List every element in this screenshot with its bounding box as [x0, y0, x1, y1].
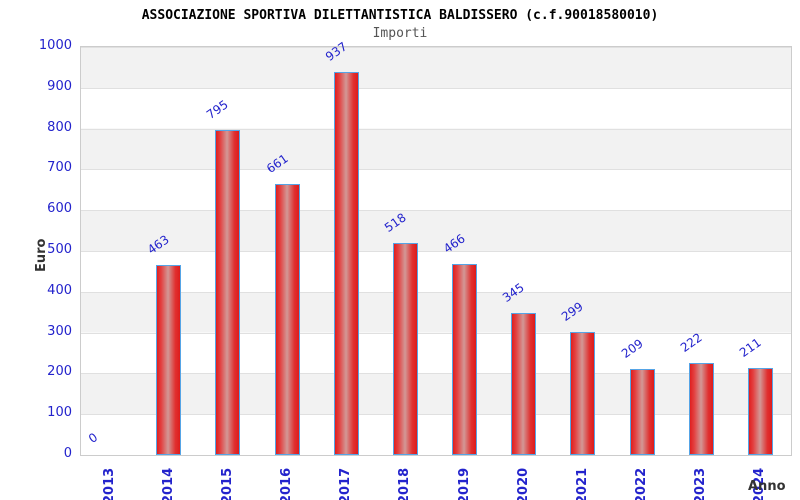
chart-title: ASSOCIAZIONE SPORTIVA DILETTANTISTICA BA…: [141, 8, 659, 23]
y-tick-label: 300: [47, 323, 72, 339]
gridline: [81, 373, 791, 375]
y-axis-title: Euro: [34, 238, 49, 272]
x-tick-label: 2023: [693, 467, 709, 500]
chart-subtitle: Importi: [372, 26, 428, 41]
bar-2024: [747, 368, 773, 455]
bar-2019: [452, 264, 478, 455]
y-tick-label: 1000: [38, 38, 72, 53]
y-tick-label: 900: [47, 78, 72, 94]
gridline: [81, 210, 791, 212]
bar-2014: [156, 265, 182, 455]
x-tick-label: 2018: [397, 467, 413, 500]
plot-area: [80, 46, 792, 456]
bar-2020: [511, 313, 537, 455]
bar-2021: [570, 332, 596, 455]
y-tick-label: 200: [47, 364, 72, 380]
x-tick-label: 2016: [279, 467, 295, 500]
x-tick-label: 2019: [456, 467, 472, 500]
y-tick-label: 800: [47, 119, 72, 135]
gridline: [81, 87, 791, 89]
x-axis-title: Anno: [748, 479, 786, 494]
bar-2017: [333, 72, 359, 455]
x-tick-label: 2021: [574, 467, 590, 500]
gridline: [81, 169, 791, 171]
gridline: [81, 414, 791, 416]
x-tick-label: 2014: [160, 467, 176, 500]
gridline: [81, 128, 791, 130]
bar-2015: [215, 130, 241, 455]
bar-2018: [392, 243, 418, 455]
gridline: [81, 251, 791, 252]
y-tick-label: 100: [47, 405, 72, 421]
bar-2016: [274, 184, 300, 455]
bar-2023: [688, 363, 714, 455]
gridline: [81, 291, 791, 293]
x-tick-label: 2022: [634, 467, 650, 500]
x-tick-label: 2015: [219, 467, 235, 500]
x-tick-label: 2020: [515, 467, 531, 500]
y-tick-label: 0: [63, 446, 72, 461]
x-tick-label: 2013: [101, 467, 117, 500]
y-tick-label: 400: [47, 282, 72, 298]
gridline: [81, 47, 791, 48]
gridline: [81, 332, 791, 334]
y-tick-label: 600: [47, 201, 72, 217]
x-tick-label: 2017: [338, 467, 354, 500]
y-tick-label: 500: [47, 242, 72, 257]
y-tick-label: 700: [47, 160, 72, 176]
bar-2022: [629, 369, 655, 455]
